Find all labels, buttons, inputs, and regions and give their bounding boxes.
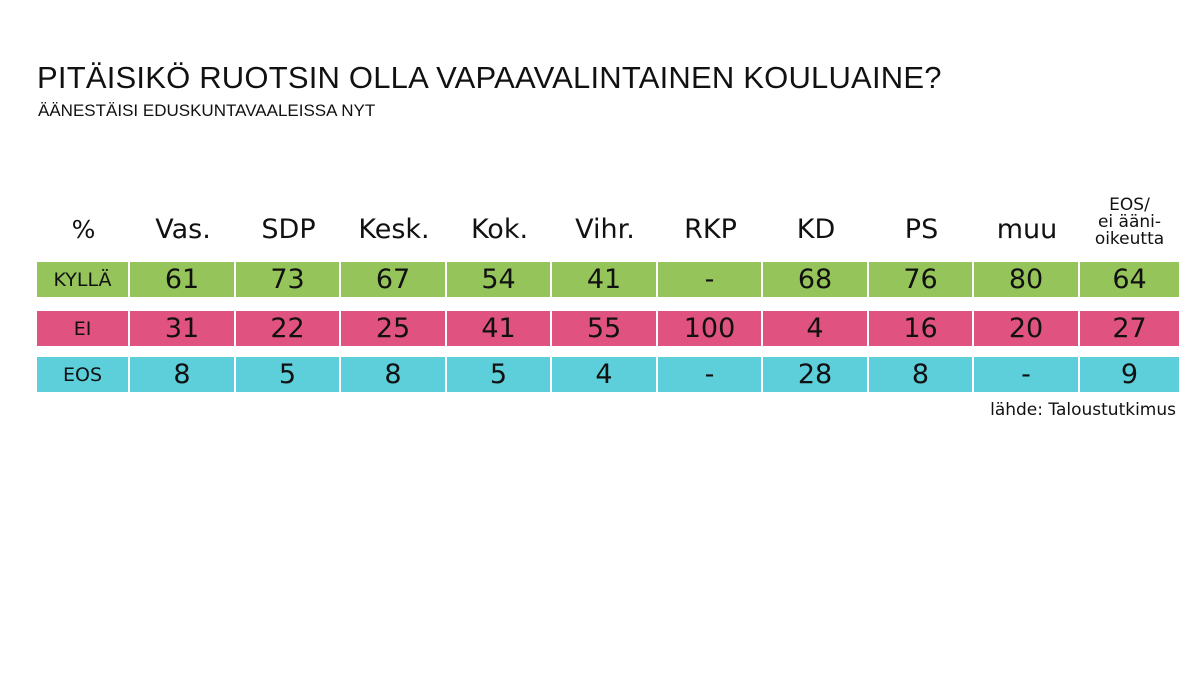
column-header: SDP [261, 214, 316, 245]
row-label: EOS [37, 357, 128, 392]
column-header: RKP [684, 214, 737, 245]
table-cell: - [974, 357, 1078, 392]
row-label: KYLLÄ [37, 262, 128, 297]
page-subtitle: ÄÄNESTÄISI EDUSKUNTAVAALEISSA NYT [38, 101, 376, 120]
table-cell: 55 [552, 311, 656, 346]
table-cell: - [658, 262, 761, 297]
table-cell: 68 [763, 262, 867, 297]
table-cell: 100 [658, 311, 761, 346]
table-cell: 5 [447, 357, 550, 392]
table-cell: 64 [1080, 262, 1179, 297]
table-cell: 31 [130, 311, 234, 346]
table-cell: 22 [236, 311, 339, 346]
table-cell: 9 [1080, 357, 1179, 392]
column-header: Vihr. [575, 214, 635, 245]
table-cell: 4 [763, 311, 867, 346]
table-cell: 73 [236, 262, 339, 297]
row-label: EI [37, 311, 128, 346]
table-cell: 76 [869, 262, 972, 297]
table-cell: 28 [763, 357, 867, 392]
corner-label: % [71, 215, 96, 244]
column-header: Kok. [470, 214, 529, 245]
column-header: EOS/ ei ääni- oikeutta [1094, 195, 1165, 249]
table-cell: 4 [552, 357, 656, 392]
table-cell: 41 [552, 262, 656, 297]
table-cell: 80 [974, 262, 1078, 297]
column-header: KD [796, 214, 836, 245]
table-cell: 61 [130, 262, 234, 297]
table-cell: - [658, 357, 761, 392]
column-header: Kesk. [358, 214, 430, 245]
table-cell: 27 [1080, 311, 1179, 346]
source-note: lähde: Taloustutkimus [990, 400, 1176, 420]
table-cell: 8 [869, 357, 972, 392]
table-cell: 54 [447, 262, 550, 297]
table-cell: 5 [236, 357, 339, 392]
table-cell: 25 [341, 311, 445, 346]
table-cell: 8 [130, 357, 234, 392]
table-cell: 67 [341, 262, 445, 297]
table-cell: 16 [869, 311, 972, 346]
table-cell: 41 [447, 311, 550, 346]
page-title: PITÄISIKÖ RUOTSIN OLLA VAPAAVALINTAINEN … [37, 60, 942, 95]
column-header: Vas. [155, 214, 211, 245]
column-header: PS [904, 214, 939, 245]
table-cell: 20 [974, 311, 1078, 346]
table-cell: 8 [341, 357, 445, 392]
column-header: muu [996, 214, 1058, 245]
